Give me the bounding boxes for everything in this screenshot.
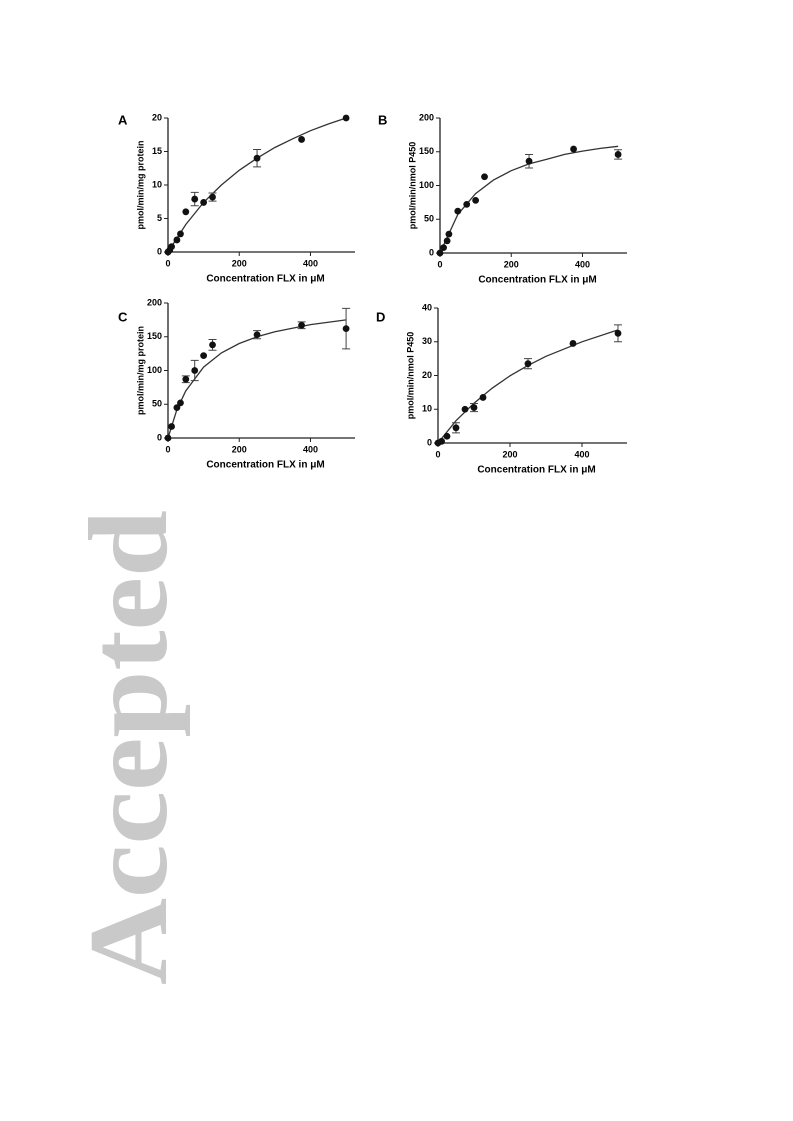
y-tick-label: 200 <box>419 112 434 122</box>
y-tick-label: 100 <box>419 180 434 190</box>
x-tick-label: 400 <box>303 258 318 268</box>
y-tick-label: 15 <box>152 146 162 156</box>
data-point <box>164 434 172 442</box>
data-point <box>452 424 460 432</box>
data-point <box>182 375 190 383</box>
x-axis-label: Concentration FLX in μM <box>478 275 596 286</box>
x-tick-label: 200 <box>504 259 519 269</box>
data-point <box>342 325 350 333</box>
y-tick-label: 20 <box>152 112 162 122</box>
y-axis-label: pmol/min/nmol P450 <box>405 332 415 420</box>
y-tick-label: 200 <box>147 297 162 307</box>
data-point <box>200 199 208 206</box>
y-tick-label: 30 <box>422 336 432 346</box>
data-point <box>253 154 261 162</box>
data-point <box>209 341 216 349</box>
y-axis-label: pmol/min/mg protein <box>135 326 145 415</box>
fit-curve <box>167 117 347 253</box>
x-tick-label: 400 <box>303 444 318 454</box>
data-point <box>570 145 577 153</box>
x-axis-label: Concentration FLX in μM <box>477 465 595 476</box>
data-point <box>440 244 447 252</box>
x-tick-label: 400 <box>575 259 590 269</box>
x-tick-label: 200 <box>232 444 247 454</box>
data-point <box>454 207 462 215</box>
data-point <box>191 367 199 374</box>
x-tick-label: 0 <box>437 259 442 269</box>
x-tick-label: 200 <box>232 258 247 268</box>
y-tick-label: 20 <box>422 370 432 380</box>
data-point <box>177 230 184 238</box>
x-tick-label: 400 <box>574 449 589 459</box>
y-axis-label: pmol/min/nmol P450 <box>407 142 417 230</box>
panel-label: C <box>118 309 128 324</box>
data-point <box>472 196 480 204</box>
x-tick-label: 0 <box>435 449 440 459</box>
watermark: Accepted <box>67 510 191 985</box>
y-tick-label: 10 <box>422 404 432 414</box>
data-point <box>200 352 208 360</box>
x-tick-label: 200 <box>502 449 517 459</box>
data-point <box>481 173 488 181</box>
data-point <box>614 329 622 337</box>
y-tick-label: 0 <box>157 432 162 442</box>
data-point <box>173 236 181 244</box>
data-point <box>461 405 469 413</box>
data-point <box>438 437 445 445</box>
y-tick-label: 50 <box>152 399 162 409</box>
data-point <box>463 201 471 208</box>
y-tick-label: 40 <box>422 302 432 312</box>
y-tick-label: 10 <box>152 179 162 189</box>
y-tick-label: 0 <box>429 247 434 257</box>
data-point <box>209 193 216 201</box>
data-point <box>443 432 451 440</box>
y-tick-label: 150 <box>147 331 162 341</box>
x-axis-label: Concentration FLX in μM <box>206 274 324 285</box>
data-point <box>342 114 350 122</box>
panel-label: D <box>376 309 385 324</box>
x-axis-label: Concentration FLX in μM <box>206 460 324 471</box>
data-point <box>470 404 478 411</box>
panel-label: B <box>378 112 387 127</box>
data-point <box>298 321 305 329</box>
data-point <box>614 151 622 158</box>
data-point <box>524 360 532 368</box>
data-point <box>168 423 175 430</box>
data-point <box>168 243 175 251</box>
data-point <box>569 340 577 347</box>
y-tick-label: 50 <box>424 214 434 224</box>
y-tick-label: 0 <box>157 246 162 256</box>
panel: C 0 50 100 150 200 0 200 400 Concentration FLX in… <box>118 297 355 471</box>
data-point <box>525 157 533 165</box>
data-point <box>253 331 261 339</box>
data-point <box>191 195 199 203</box>
data-point <box>173 404 181 412</box>
data-point <box>177 399 184 407</box>
x-tick-label: 0 <box>165 258 170 268</box>
panel: B 0 50 100 150 200 0 200 400 Concentration FLX in… <box>378 112 627 286</box>
fit-curve <box>437 329 619 444</box>
data-point <box>445 230 453 238</box>
data-point <box>436 249 444 257</box>
y-tick-label: 5 <box>157 213 162 223</box>
data-point <box>298 136 305 143</box>
data-point <box>182 208 190 216</box>
y-axis-label: pmol/min/mg protein <box>135 141 145 230</box>
y-tick-label: 0 <box>427 437 432 447</box>
data-point <box>479 394 487 401</box>
data-point <box>443 237 451 245</box>
y-tick-label: 100 <box>147 365 162 375</box>
x-tick-label: 0 <box>165 444 170 454</box>
y-tick-label: 150 <box>419 146 434 156</box>
panel-label: A <box>118 112 128 127</box>
